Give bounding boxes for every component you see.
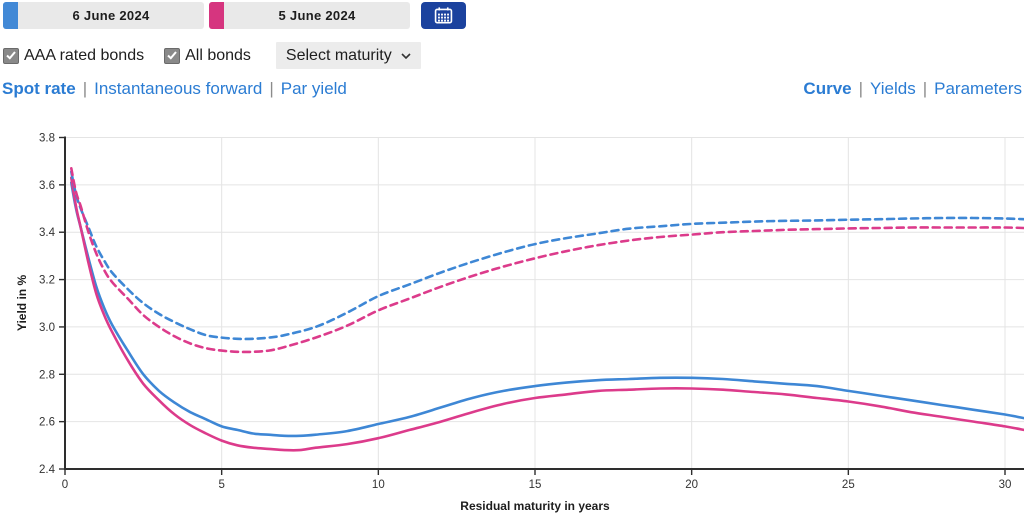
series-color-swatch-blue (3, 2, 18, 29)
date-chip-1[interactable]: 6 June 2024 (3, 2, 204, 29)
separator: | (82, 79, 88, 98)
maturity-select-value: Select maturity (285, 46, 392, 64)
tab-curve[interactable]: Curve (803, 79, 852, 98)
x-tick-label: 5 (218, 479, 224, 491)
y-tick-label: 3.4 (39, 227, 56, 239)
separator: | (858, 79, 864, 98)
date-chip-label: 5 June 2024 (278, 8, 356, 23)
calendar-icon (434, 7, 453, 24)
y-tick-label: 2.6 (39, 417, 55, 429)
y-tick-label: 3.2 (39, 275, 55, 287)
x-tick-label: 15 (529, 479, 542, 491)
y-tick-label: 3.0 (39, 322, 55, 334)
y-tick-label: 2.8 (39, 369, 55, 381)
checkbox-checked-icon (164, 47, 181, 64)
x-tick-label: 0 (62, 479, 68, 491)
x-tick-label: 10 (372, 479, 385, 491)
x-tick-label: 30 (999, 479, 1012, 491)
maturity-select[interactable]: Select maturity (275, 42, 421, 69)
rate-type-tabs: Spot rate | Instantaneous forward | Par yiel… (2, 79, 347, 99)
series-color-swatch-pink (209, 2, 224, 29)
checkbox-all-bonds[interactable]: All bonds (164, 47, 251, 65)
separator: | (269, 79, 274, 98)
curve-all-bonds-5-june-2024 (70, 167, 1024, 354)
tab-yields[interactable]: Yields (870, 79, 916, 98)
tab-spot-rate[interactable]: Spot rate (2, 79, 76, 98)
chevron-down-icon (401, 52, 411, 59)
y-tick-label: 3.8 (39, 133, 55, 145)
view-tabs: Curve | Yields | Parameters (803, 79, 1022, 99)
checkbox-checked-icon (3, 47, 19, 64)
calendar-button[interactable] (421, 2, 466, 29)
x-tick-label: 25 (842, 479, 855, 491)
y-axis-title: Yield in % (15, 275, 29, 332)
x-axis-title: Residual maturity in years (460, 499, 610, 513)
x-tick-label: 20 (685, 479, 698, 491)
tab-par-yield[interactable]: Par yield (280, 79, 347, 98)
date-selector-row: 6 June 2024 5 June 2024 (3, 2, 466, 29)
checkbox-aaa-rated-bonds[interactable]: AAA rated bonds (3, 47, 144, 65)
y-tick-label: 3.6 (39, 180, 55, 192)
tab-parameters[interactable]: Parameters (934, 79, 1022, 98)
yield-curve-chart: 2.4 2.6 2.8 3.0 3.2 3.4 3.6 3.8 0 5 10 15 20 25 30 Yiel… (15, 133, 1024, 513)
date-chip-label: 6 June 2024 (72, 8, 150, 23)
checkbox-label: AAA rated bonds (24, 46, 145, 64)
curve-aaa-rated-bonds-6-june-2024 (70, 181, 1024, 438)
curve-aaa-rated-bonds-5-june-2024 (70, 176, 1024, 452)
separator: | (922, 79, 928, 98)
tab-instantaneous-forward[interactable]: Instantaneous forward (94, 79, 263, 98)
date-chip-2[interactable]: 5 June 2024 (209, 2, 410, 29)
curve-all-bonds-6-june-2024 (70, 170, 1024, 341)
checkbox-label: All bonds (185, 46, 251, 64)
y-tick-label: 2.4 (39, 464, 56, 476)
filter-row: AAA rated bonds All bonds Select maturit… (3, 42, 421, 69)
